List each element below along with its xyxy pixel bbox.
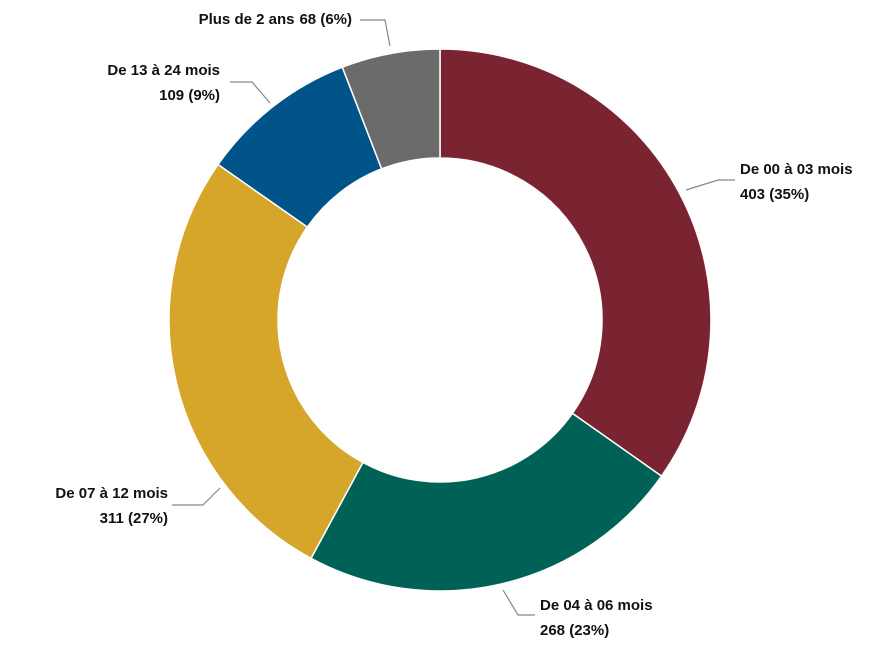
data-label: Plus de 2 ans 68 (6%): [199, 11, 352, 28]
leader-line: [172, 487, 221, 506]
leader-line: [502, 589, 535, 616]
label-category: De 07 à 12 mois: [55, 485, 168, 502]
slice: [168, 163, 364, 560]
leader-line: [360, 19, 391, 47]
data-label: De 13 à 24 mois 109 (9%): [107, 62, 220, 104]
slice: [310, 412, 663, 592]
label-value: 311 (27%): [100, 510, 168, 527]
label-value: 109 (9%): [159, 87, 220, 104]
slice: [341, 48, 441, 170]
slice: [439, 48, 712, 478]
label-category: De 00 à 03 mois: [740, 161, 853, 178]
label-category: Plus de 2 ans: [199, 11, 295, 28]
leader-line: [230, 81, 271, 104]
data-label: De 00 à 03 mois 403 (35%): [740, 161, 853, 203]
label-category: De 04 à 06 mois: [540, 597, 653, 614]
label-value: 268 (23%): [540, 622, 609, 639]
label-value: 403 (35%): [740, 186, 809, 203]
data-label: De 04 à 06 mois 268 (23%): [540, 597, 653, 639]
label-value: 68 (6%): [299, 11, 352, 28]
label-category: De 13 à 24 mois: [107, 62, 220, 79]
data-label: De 07 à 12 mois 311 (27%): [55, 485, 168, 527]
leader-line: [685, 179, 735, 191]
